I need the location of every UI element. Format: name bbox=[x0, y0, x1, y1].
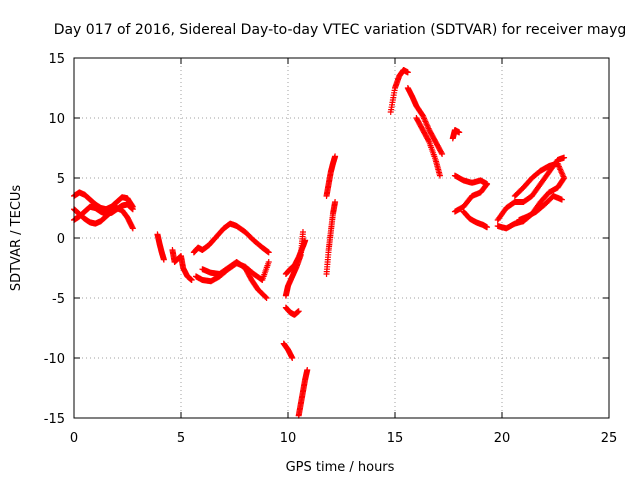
series-track-f bbox=[190, 220, 272, 256]
y-tick-label: 10 bbox=[48, 112, 65, 127]
series-track-m bbox=[295, 367, 311, 419]
x-axis-label: GPS time / hours bbox=[286, 460, 395, 475]
series-track-r bbox=[413, 115, 443, 179]
data-point bbox=[295, 308, 302, 315]
data-point bbox=[304, 367, 311, 373]
series-track-q bbox=[404, 85, 446, 157]
data-point bbox=[561, 154, 568, 161]
data-point bbox=[561, 175, 568, 181]
x-tick-label: 15 bbox=[387, 431, 404, 446]
series-track-a bbox=[71, 189, 136, 213]
y-tick-label: 5 bbox=[57, 172, 65, 187]
y-axis-label: SDTVAR / TECUs bbox=[9, 185, 24, 292]
data-point bbox=[438, 149, 445, 156]
grid-lines bbox=[74, 58, 609, 418]
series-track-c bbox=[71, 201, 136, 223]
data-point bbox=[558, 196, 565, 203]
series-track-v bbox=[460, 208, 491, 231]
data-point bbox=[439, 151, 446, 157]
series-track-e bbox=[169, 247, 195, 283]
x-tick-label: 20 bbox=[494, 431, 511, 446]
data-point bbox=[484, 224, 491, 231]
data-point bbox=[265, 249, 272, 256]
data-point bbox=[404, 69, 411, 76]
y-tick-label: -5 bbox=[52, 292, 65, 307]
series-track-h bbox=[199, 259, 270, 301]
y-tick-label: 15 bbox=[48, 52, 65, 67]
series-track-j bbox=[282, 229, 306, 299]
series-track-o bbox=[323, 199, 339, 277]
data-point bbox=[263, 295, 270, 301]
data-point bbox=[289, 355, 296, 361]
series-track-z bbox=[516, 193, 565, 223]
series-track-d bbox=[154, 231, 167, 263]
data-point bbox=[188, 277, 195, 283]
series-track-k bbox=[282, 304, 302, 318]
y-tick-label: -15 bbox=[44, 412, 65, 427]
series-track-x bbox=[494, 175, 568, 232]
data-point bbox=[129, 206, 136, 213]
data-point bbox=[265, 259, 272, 265]
y-tick-label: 0 bbox=[57, 232, 65, 247]
series-track-l bbox=[280, 340, 296, 361]
series-track-y bbox=[511, 160, 568, 199]
x-tick-label: 25 bbox=[601, 431, 618, 446]
data-point bbox=[425, 137, 432, 144]
data-points bbox=[71, 67, 568, 419]
chart-title: Day 017 of 2016, Sidereal Day-to-day VTE… bbox=[54, 22, 627, 38]
x-tick-label: 10 bbox=[280, 431, 297, 446]
x-tick-label: 5 bbox=[177, 431, 185, 446]
data-point bbox=[332, 153, 339, 160]
x-tick-label: 0 bbox=[70, 431, 78, 446]
data-point bbox=[484, 181, 491, 187]
data-point bbox=[456, 129, 463, 136]
data-point bbox=[160, 256, 167, 263]
series-track-p bbox=[387, 67, 411, 115]
data-point bbox=[483, 181, 490, 188]
series-track-n bbox=[323, 153, 339, 199]
series-track-u bbox=[451, 181, 491, 215]
series-track-s bbox=[449, 127, 463, 142]
y-tick-label: -10 bbox=[44, 352, 65, 367]
data-point bbox=[129, 225, 136, 232]
data-point bbox=[332, 199, 339, 205]
data-point bbox=[262, 294, 269, 301]
data-point bbox=[436, 172, 443, 179]
data-point bbox=[299, 229, 306, 235]
axis-ticks: 0 5 10 15 20 25 15 10 5 0 -5 -10 -15 bbox=[44, 52, 618, 446]
